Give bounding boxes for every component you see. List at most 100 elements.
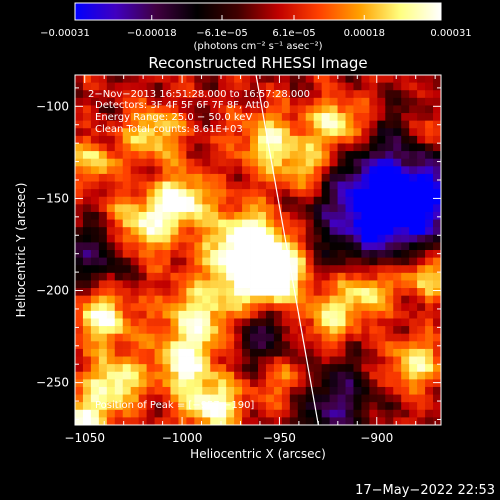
colorbar-tick-label: −0.00031 <box>40 28 90 39</box>
heatmap-cell <box>313 295 323 304</box>
heatmap-cell <box>353 371 362 380</box>
heatmap-cell <box>401 272 410 281</box>
heatmap-cell <box>122 234 132 243</box>
heatmap-cell <box>146 90 155 99</box>
heatmap-cell <box>417 318 426 327</box>
heatmap-cell <box>202 219 211 228</box>
heatmap-cell <box>281 128 291 137</box>
heatmap-cell <box>202 265 211 274</box>
heatmap-cell <box>329 371 338 380</box>
heatmap-cell <box>377 105 386 114</box>
heatmap-cell <box>162 135 171 144</box>
heatmap-cell <box>122 356 132 365</box>
heatmap-cell <box>313 272 323 281</box>
heatmap-cell <box>281 250 291 259</box>
heatmap-cell <box>90 303 100 312</box>
heatmap-cell <box>425 82 434 91</box>
heatmap-cell <box>114 386 124 395</box>
heatmap-cell <box>98 173 108 182</box>
heatmap-cell <box>329 333 338 342</box>
heatmap-cell <box>170 219 179 228</box>
heatmap-cell <box>321 135 331 144</box>
heatmap-cell <box>361 120 370 129</box>
heatmap-cell <box>82 303 92 312</box>
heatmap-cell <box>218 82 227 91</box>
heatmap-cell <box>385 151 394 160</box>
heatmap-cell <box>281 280 291 289</box>
heatmap-cell <box>234 113 243 122</box>
heatmap-cell <box>162 318 171 327</box>
heatmap-cell <box>361 219 370 228</box>
heatmap-cell <box>114 250 124 259</box>
heatmap-cell <box>329 173 338 182</box>
heatmap-cell <box>345 113 354 122</box>
heatmap-cell <box>170 288 179 297</box>
heatmap-cell <box>353 135 362 144</box>
heatmap-cell <box>369 173 378 182</box>
heatmap-cell <box>98 265 108 274</box>
heatmap-cell <box>114 356 124 365</box>
heatmap-cell <box>122 90 132 99</box>
heatmap-cell <box>345 310 354 319</box>
heatmap-cell <box>138 158 148 167</box>
heatmap-cell <box>265 303 275 312</box>
heatmap-cell <box>130 189 140 198</box>
heatmap-cell <box>242 265 251 274</box>
heatmap-cell <box>433 364 441 373</box>
heatmap-cell <box>234 75 243 84</box>
heatmap-cell <box>138 97 148 106</box>
heatmap-cell <box>337 128 346 137</box>
heatmap-cell <box>377 219 386 228</box>
heatmap-cell <box>329 295 338 304</box>
heatmap-cell <box>265 242 275 251</box>
heatmap-cell <box>321 234 331 243</box>
heatmap-cell <box>162 280 171 289</box>
heatmap-cell <box>305 158 315 167</box>
heatmap-cell <box>106 371 116 380</box>
heatmap-cell <box>170 82 179 91</box>
heatmap-cell <box>194 135 203 144</box>
heatmap-cell <box>82 113 92 122</box>
heatmap-cell <box>234 303 243 312</box>
heatmap-cell <box>202 166 211 175</box>
heatmap-cell <box>409 257 418 266</box>
heatmap-cell <box>297 386 307 395</box>
heatmap-cell <box>75 219 84 228</box>
heatmap-cell <box>194 386 203 395</box>
heatmap-cell <box>242 356 251 365</box>
heatmap-cell <box>194 151 203 160</box>
heatmap-cell <box>178 90 187 99</box>
heatmap-cell <box>75 310 84 319</box>
heatmap-cell <box>385 166 394 175</box>
heatmap-cell <box>345 417 354 425</box>
heatmap-cell <box>385 204 394 213</box>
heatmap-cell <box>210 113 219 122</box>
heatmap-cell <box>417 219 426 228</box>
heatmap-cell <box>130 394 140 403</box>
heatmap-cell <box>385 326 394 335</box>
heatmap-cell <box>425 97 434 106</box>
y-tick-label: −100 <box>36 99 69 113</box>
heatmap-cell <box>138 135 148 144</box>
heatmap-cell <box>178 356 187 365</box>
heatmap-cell <box>194 318 203 327</box>
heatmap-cell <box>433 158 441 167</box>
heatmap-cell <box>242 394 251 403</box>
heatmap-cell <box>297 151 307 160</box>
heatmap-cell <box>345 97 354 106</box>
heatmap-cell <box>114 234 124 243</box>
heatmap-cell <box>194 333 203 342</box>
heatmap-cell <box>75 288 84 297</box>
heatmap-cell <box>218 364 227 373</box>
heatmap-cell <box>377 326 386 335</box>
heatmap-cell <box>417 151 426 160</box>
heatmap-cell <box>289 364 299 373</box>
heatmap-cell <box>417 143 426 152</box>
heatmap-cell <box>297 348 307 357</box>
heatmap-cell <box>226 166 235 175</box>
heatmap-cell <box>218 379 227 388</box>
heatmap-cell <box>242 128 251 137</box>
heatmap-cell <box>289 326 299 335</box>
heatmap-cell <box>194 166 203 175</box>
heatmap-cell <box>377 265 386 274</box>
